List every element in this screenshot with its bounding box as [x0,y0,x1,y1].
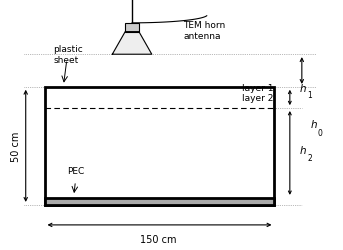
Text: 2: 2 [308,153,312,162]
Text: h: h [310,120,317,130]
Text: h: h [300,145,307,155]
Text: 0: 0 [318,128,323,137]
Text: PEC: PEC [67,167,84,176]
Text: plastic
sheet: plastic sheet [53,45,83,64]
Bar [45,88,274,205]
Bar [125,24,139,32]
Text: layer 2: layer 2 [242,94,273,102]
Text: 50 cm: 50 cm [11,131,22,162]
Bar [45,198,274,205]
Text: h: h [300,84,307,94]
Text: layer 1: layer 1 [242,84,273,92]
Text: TEM horn
antenna: TEM horn antenna [184,21,226,40]
Bar [45,198,274,205]
Polygon shape [113,32,152,55]
Text: 1: 1 [308,90,312,100]
Text: 150 cm: 150 cm [140,234,176,244]
